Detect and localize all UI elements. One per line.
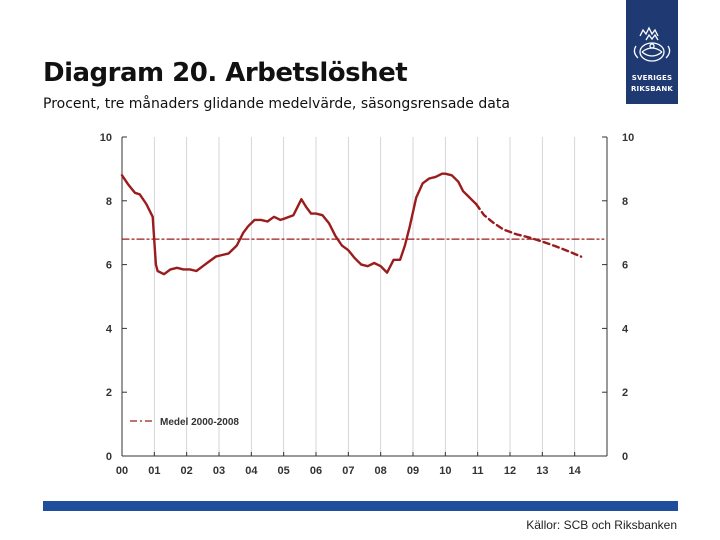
x-tick-label: 00 (116, 465, 128, 477)
y-tick-label-left: 0 (106, 451, 112, 463)
logo-text-line2: RIKSBANK (630, 85, 674, 93)
x-tick-label: 02 (181, 465, 193, 477)
x-tick-label: 09 (407, 465, 419, 477)
footer-bar (43, 501, 678, 511)
x-tick-label: 04 (245, 465, 258, 477)
y-tick-label-left: 10 (100, 132, 112, 144)
x-tick-label: 03 (213, 465, 225, 477)
series-line-dashed (474, 202, 583, 258)
y-tick-label-right: 8 (622, 196, 628, 208)
series-line-solid (120, 172, 478, 276)
y-tick-label-right: 10 (622, 132, 634, 144)
x-tick-label: 05 (278, 465, 290, 477)
x-tick-label: 10 (439, 465, 451, 477)
x-tick-label: 12 (504, 465, 516, 477)
crown-emblem-icon (633, 26, 671, 62)
y-tick-label-left: 8 (106, 196, 112, 208)
y-tick-label-right: 2 (622, 387, 628, 399)
source-note: Källor: SCB och Riksbanken (526, 518, 677, 532)
y-tick-label-right: 4 (622, 323, 629, 335)
x-tick-label: 01 (148, 465, 160, 477)
x-tick-label: 13 (536, 465, 548, 477)
y-tick-label-left: 2 (106, 387, 112, 399)
y-tick-label-right: 0 (622, 451, 628, 463)
y-tick-label-left: 4 (106, 323, 113, 335)
y-tick-label-left: 6 (106, 260, 112, 272)
logo-text-line1: SVERIGES (631, 74, 673, 82)
chart-title: Diagram 20. Arbetslöshet (43, 58, 408, 88)
x-tick-label: 07 (342, 465, 354, 477)
y-tick-label-right: 6 (622, 260, 628, 272)
x-tick-label: 14 (569, 465, 582, 477)
x-tick-label: 11 (472, 465, 484, 477)
x-tick-label: 08 (375, 465, 387, 477)
riksbank-logo: SVERIGES RIKSBANK (626, 0, 678, 104)
x-tick-label: 06 (310, 465, 322, 477)
chart-subtitle: Procent, tre månaders glidande medelvärd… (43, 96, 510, 112)
legend-label-average: Medel 2000-2008 (160, 417, 239, 428)
